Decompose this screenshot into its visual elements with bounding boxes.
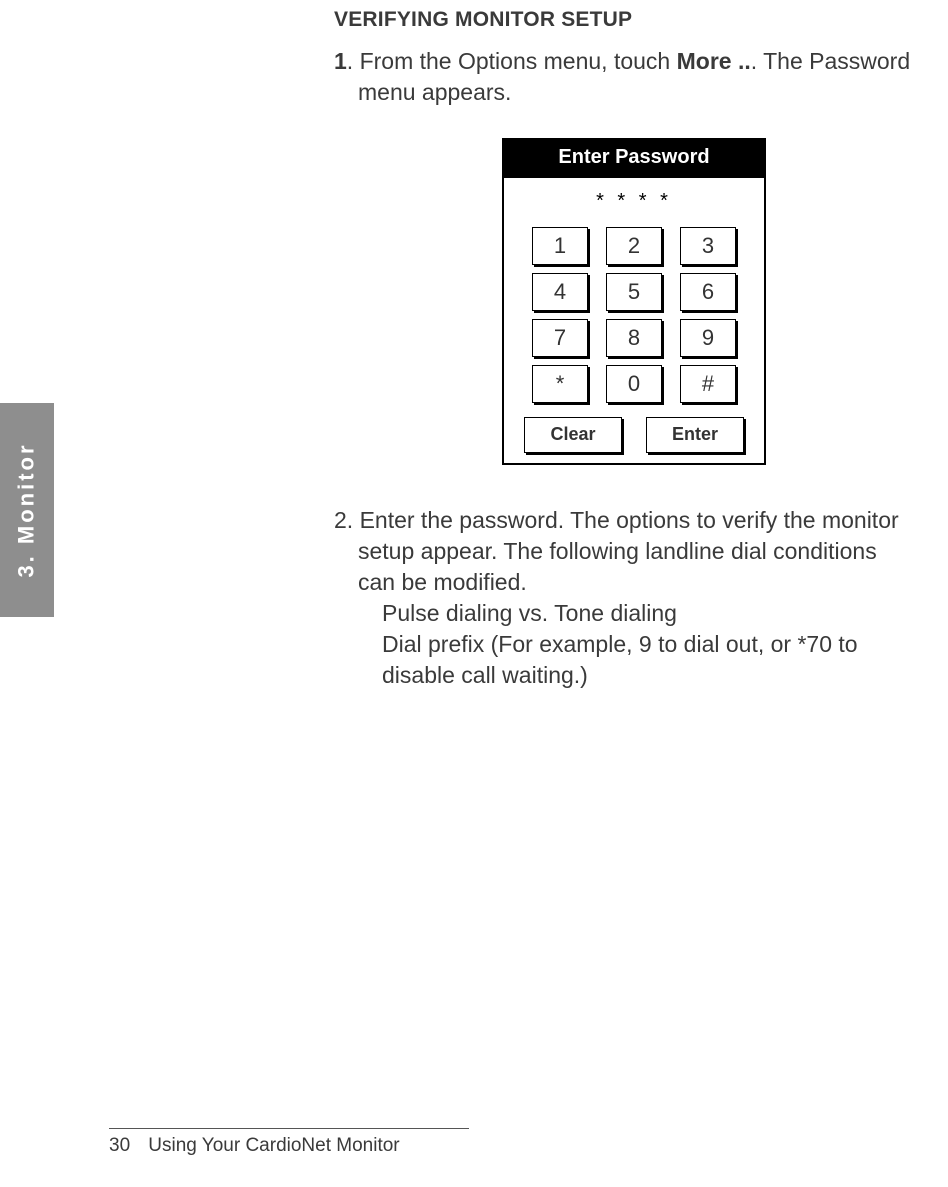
keypad-action-row: Clear Enter	[518, 417, 750, 453]
key-5[interactable]: 5	[606, 273, 662, 311]
keypad-body: * * * * 1 2 3 4 5 6 7 8 9 * 0 # Clear En…	[502, 178, 766, 465]
step-2: 2. Enter the password. The options to ve…	[334, 505, 934, 691]
footer-title: Using Your CardioNet Monitor	[148, 1135, 399, 1156]
step-1-bold: More ..	[677, 48, 751, 74]
key-9[interactable]: 9	[680, 319, 736, 357]
key-2[interactable]: 2	[606, 227, 662, 265]
page-number: 30	[109, 1135, 143, 1157]
key-hash[interactable]: #	[680, 365, 736, 403]
password-keypad-panel: Enter Password * * * * 1 2 3 4 5 6 7 8 9…	[502, 138, 766, 465]
step-1-text-a: . From the Options menu, touch	[347, 48, 677, 74]
step-2-line2: setup appear. The following landline dia…	[358, 536, 934, 567]
section-heading: VERIFYING MONITOR SETUP	[334, 8, 934, 32]
page-footer: 30 Using Your CardioNet Monitor	[109, 1128, 469, 1157]
footer-rule	[109, 1128, 469, 1129]
keypad-grid: 1 2 3 4 5 6 7 8 9 * 0 #	[518, 227, 750, 403]
chapter-side-tab: 3. Monitor	[0, 403, 54, 617]
step-2-sub2b: disable call waiting.)	[382, 660, 934, 691]
key-8[interactable]: 8	[606, 319, 662, 357]
password-mask: * * * *	[518, 190, 750, 213]
step-2-line3: can be modified.	[358, 567, 934, 598]
step-1-number: 1	[334, 48, 347, 74]
key-6[interactable]: 6	[680, 273, 736, 311]
step-2-line1: 2. Enter the password. The options to ve…	[334, 507, 899, 533]
page-content: VERIFYING MONITOR SETUP 1. From the Opti…	[334, 8, 934, 719]
key-7[interactable]: 7	[532, 319, 588, 357]
keypad-title: Enter Password	[502, 138, 766, 178]
step-1-text-b: . The Password	[751, 48, 910, 74]
key-4[interactable]: 4	[532, 273, 588, 311]
clear-button[interactable]: Clear	[524, 417, 622, 453]
chapter-side-tab-label: 3. Monitor	[14, 442, 40, 577]
step-1-line2: menu appears.	[358, 77, 934, 108]
key-0[interactable]: 0	[606, 365, 662, 403]
step-1: 1. From the Options menu, touch More ...…	[334, 46, 934, 108]
key-star[interactable]: *	[532, 365, 588, 403]
footer-line: 30 Using Your CardioNet Monitor	[109, 1135, 469, 1157]
key-1[interactable]: 1	[532, 227, 588, 265]
step-2-sub1: Pulse dialing vs. Tone dialing	[382, 598, 934, 629]
enter-button[interactable]: Enter	[646, 417, 744, 453]
key-3[interactable]: 3	[680, 227, 736, 265]
step-2-sub2a: Dial prefix (For example, 9 to dial out,…	[382, 629, 934, 660]
